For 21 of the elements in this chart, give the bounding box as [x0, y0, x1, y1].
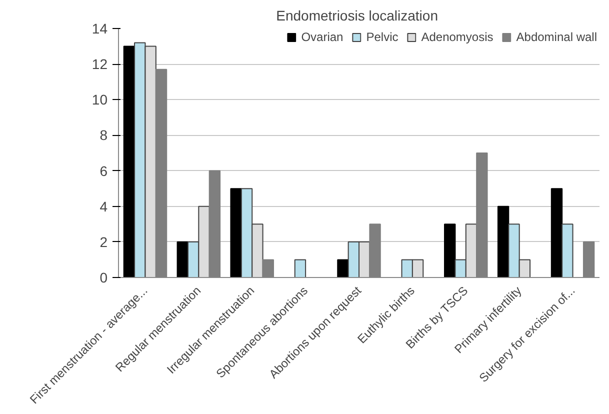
bar — [497, 206, 510, 278]
bar — [550, 188, 563, 278]
y-tick-label: 4 — [100, 198, 108, 214]
y-tick-label: 14 — [92, 20, 108, 36]
y-tick-label: 12 — [92, 56, 108, 72]
bar — [294, 259, 306, 278]
chart-title: Endometriosis localization — [276, 8, 438, 24]
y-tick-label: 10 — [92, 92, 108, 108]
y-tick-label: 6 — [100, 162, 108, 179]
legend-label: Pelvic — [366, 30, 398, 44]
bar — [123, 46, 136, 278]
y-tick-label: 2 — [100, 234, 108, 250]
legend-label: Ovarian — [301, 30, 344, 44]
y-tick-label: 0 — [100, 270, 108, 286]
bar — [562, 224, 574, 278]
legend-label: Adenomyosis — [421, 30, 494, 44]
y-tick-label: 8 — [100, 127, 108, 144]
bar — [337, 259, 349, 278]
legend-label: Abdominal wall — [516, 30, 597, 44]
bar — [230, 188, 242, 278]
bar — [444, 224, 456, 278]
